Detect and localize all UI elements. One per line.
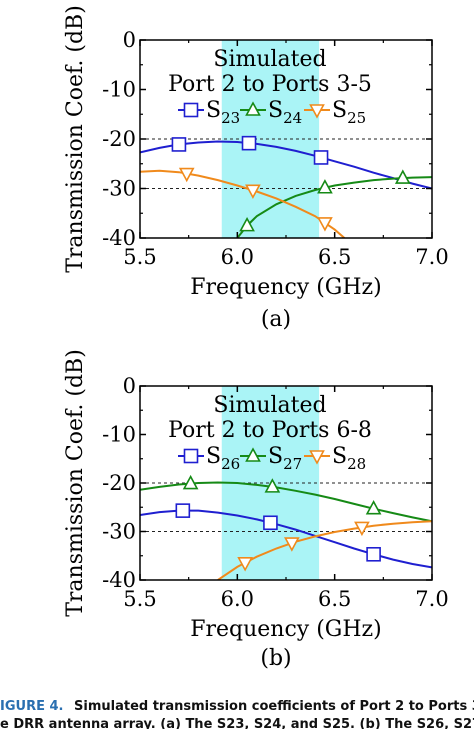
caption-text-1: Simulated transmission coefficients of P… (74, 699, 474, 714)
y-tick-label: -20 (102, 471, 136, 495)
marker-S27 (365, 500, 382, 515)
caption-figure-label: IGURE 4. (0, 699, 63, 714)
legend-entry-S25: S25 (304, 98, 366, 127)
y-tick-label: -10 (102, 423, 136, 447)
y-tick-label: -30 (102, 520, 136, 544)
caption-line-2: e DRR antenna array. (a) The S23, S24, a… (0, 717, 474, 729)
legend-entry-S27: S27 (240, 444, 302, 473)
x-tick-label: 6.0 (221, 245, 254, 269)
x-tick-label: 6.5 (318, 587, 351, 611)
x-tick-label: 7.0 (415, 245, 448, 269)
figure-caption: IGURE 4. Simulated transmission coeffici… (0, 699, 474, 729)
legend-marker (309, 450, 325, 465)
marker-S28 (237, 557, 253, 572)
annotation-line-2: Port 2 to Ports 6-8 (168, 418, 372, 443)
series-line-S23 (140, 140, 432, 190)
legend-marker (245, 101, 261, 116)
marker-S28 (283, 537, 300, 552)
annotation-line-1: Simulated (213, 393, 326, 418)
y-tick-label: -30 (102, 177, 136, 201)
marker-S25 (178, 167, 195, 183)
legend-entry-S28: S28 (304, 444, 366, 473)
x-tick-label: 7.0 (415, 587, 448, 611)
legend-entry-S23: S23 (178, 98, 240, 127)
y-tick-label: -10 (102, 78, 136, 102)
marker-S23 (313, 150, 329, 165)
marker-S27 (182, 474, 199, 490)
legend-label: S28 (332, 444, 366, 473)
marker-S26 (263, 515, 278, 531)
legend-marker (183, 102, 199, 118)
legend-label: S27 (268, 444, 302, 473)
legend-label: S26 (206, 444, 240, 473)
x-tick-label: 5.5 (123, 587, 156, 611)
annotation-line-1: Simulated (213, 47, 326, 72)
legend-marker (183, 448, 199, 464)
panel-label: (a) (261, 307, 291, 332)
legend-entry-S24: S24 (240, 98, 302, 127)
y-tick-label: -40 (102, 568, 136, 592)
legend-label: S25 (332, 98, 366, 127)
x-tick-label: 6.5 (318, 245, 351, 269)
x-axis-label: Frequency (GHz) (190, 617, 382, 642)
marker-S26 (175, 503, 191, 518)
panel-label: (b) (260, 646, 291, 671)
series-line-S28 (217, 520, 432, 580)
marker-S23 (171, 137, 187, 152)
marker-S24 (317, 179, 333, 194)
marker-S25 (317, 217, 333, 232)
marker-S28 (354, 521, 370, 537)
y-tick-label: 0 (123, 28, 136, 52)
marker-S25 (245, 184, 261, 199)
marker-S26 (366, 546, 381, 562)
marker-S24 (394, 169, 411, 184)
x-axis-label: Frequency (GHz) (190, 275, 382, 300)
y-axis-label: Transmission Coef. (dB) (63, 5, 88, 273)
legend-marker (245, 447, 261, 462)
y-tick-label: -20 (102, 127, 136, 151)
annotation-line-2: Port 2 to Ports 3-5 (168, 72, 372, 97)
marker-S24 (239, 216, 255, 232)
y-tick-label: 0 (123, 374, 136, 398)
x-tick-label: 5.5 (123, 245, 156, 269)
caption-line-1: IGURE 4. Simulated transmission coeffici… (0, 699, 474, 714)
legend-entry-S26: S26 (178, 444, 240, 473)
y-tick-label: -40 (102, 226, 136, 250)
marker-S23 (241, 135, 257, 151)
x-tick-label: 6.0 (221, 587, 254, 611)
legend-label: S24 (268, 98, 302, 127)
marker-S27 (264, 478, 281, 493)
legend-marker (309, 104, 325, 119)
y-axis-label: Transmission Coef. (dB) (63, 349, 88, 617)
legend-label: S23 (206, 98, 240, 127)
